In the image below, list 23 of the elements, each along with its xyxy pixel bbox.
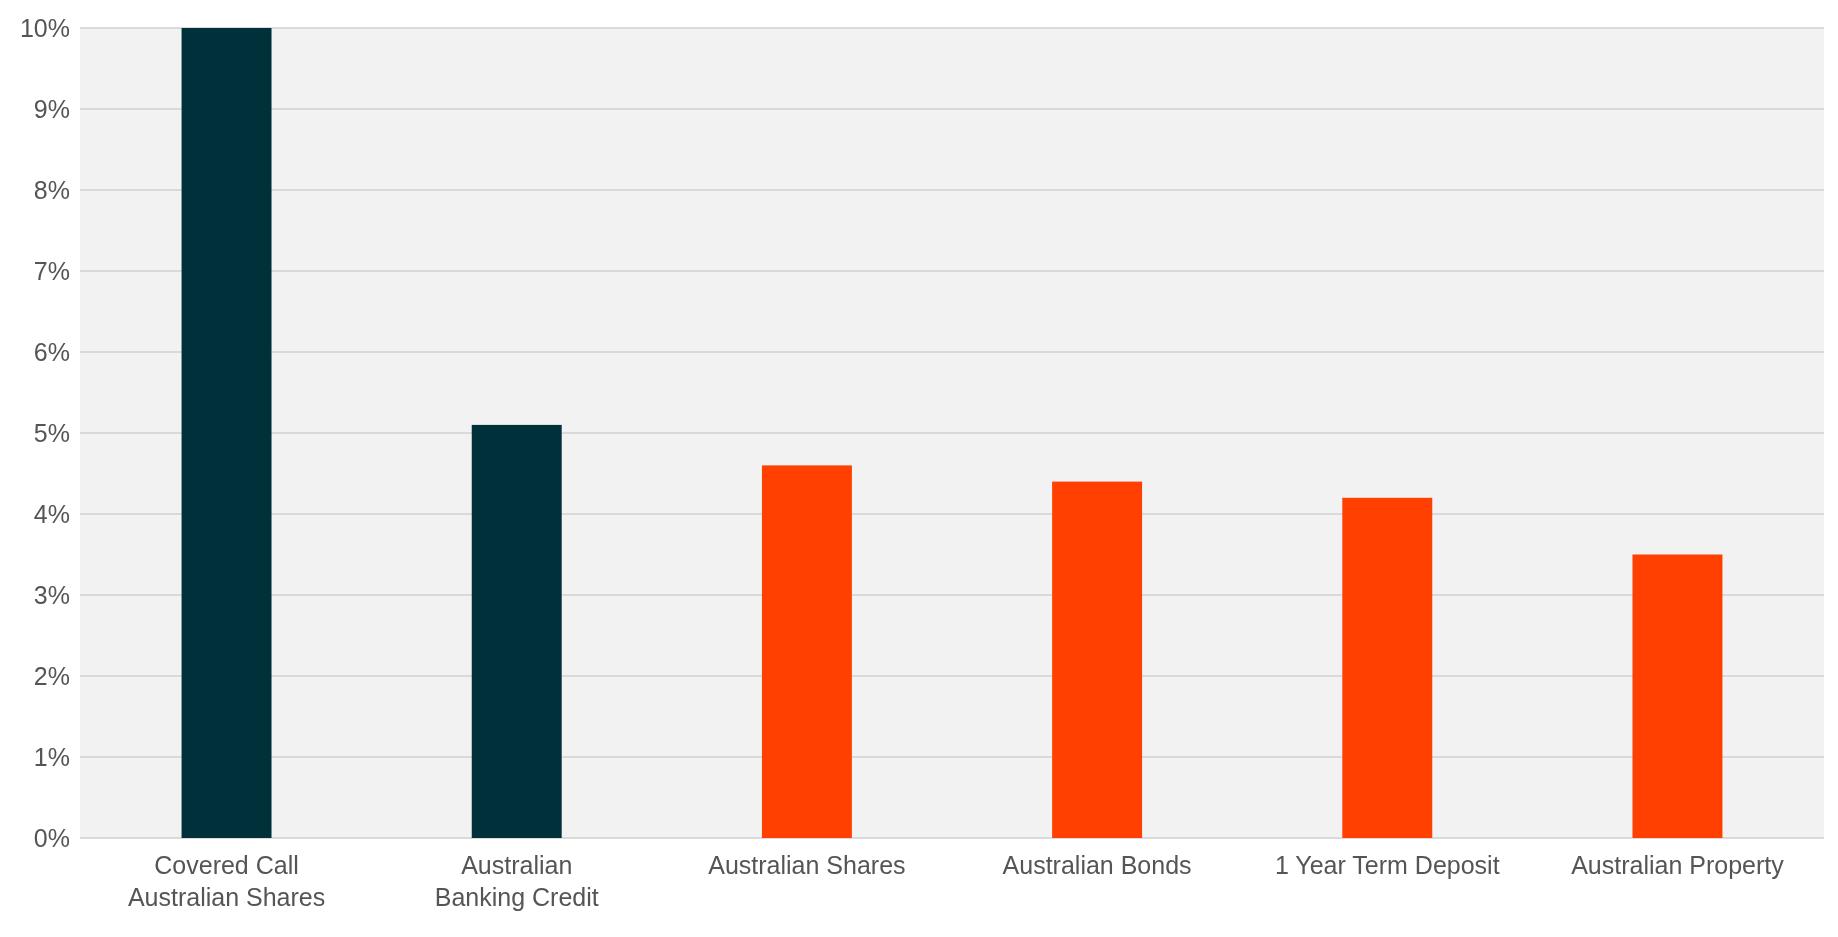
bar xyxy=(761,465,852,838)
bar xyxy=(1052,481,1143,838)
x-tick-label: 1 Year Term Deposit xyxy=(1274,851,1500,879)
y-tick-label: 5% xyxy=(33,418,70,447)
bar xyxy=(471,424,562,838)
bar xyxy=(1342,497,1433,838)
y-tick-label: 2% xyxy=(33,661,70,690)
x-tick-label: Australian Shares xyxy=(708,851,906,879)
y-tick-label: 9% xyxy=(33,94,70,123)
x-tick-label: Australian Bonds xyxy=(1002,851,1192,879)
y-tick-label: 10% xyxy=(19,13,70,42)
y-tick-label: 4% xyxy=(33,499,70,528)
y-tick-label: 6% xyxy=(33,337,70,366)
y-tick-label: 8% xyxy=(33,175,70,204)
y-tick-label: 7% xyxy=(33,256,70,285)
y-tick-label: 1% xyxy=(33,742,70,771)
bar xyxy=(1632,554,1723,838)
x-tick-label: Australian Property xyxy=(1571,851,1785,879)
x-tick-label: Australian Banking Credit xyxy=(434,851,599,911)
y-tick-label: 3% xyxy=(33,580,70,609)
x-tick-label: Covered Call Australian Shares xyxy=(127,851,326,911)
y-tick-label: 0% xyxy=(33,823,70,852)
bar xyxy=(181,28,272,838)
